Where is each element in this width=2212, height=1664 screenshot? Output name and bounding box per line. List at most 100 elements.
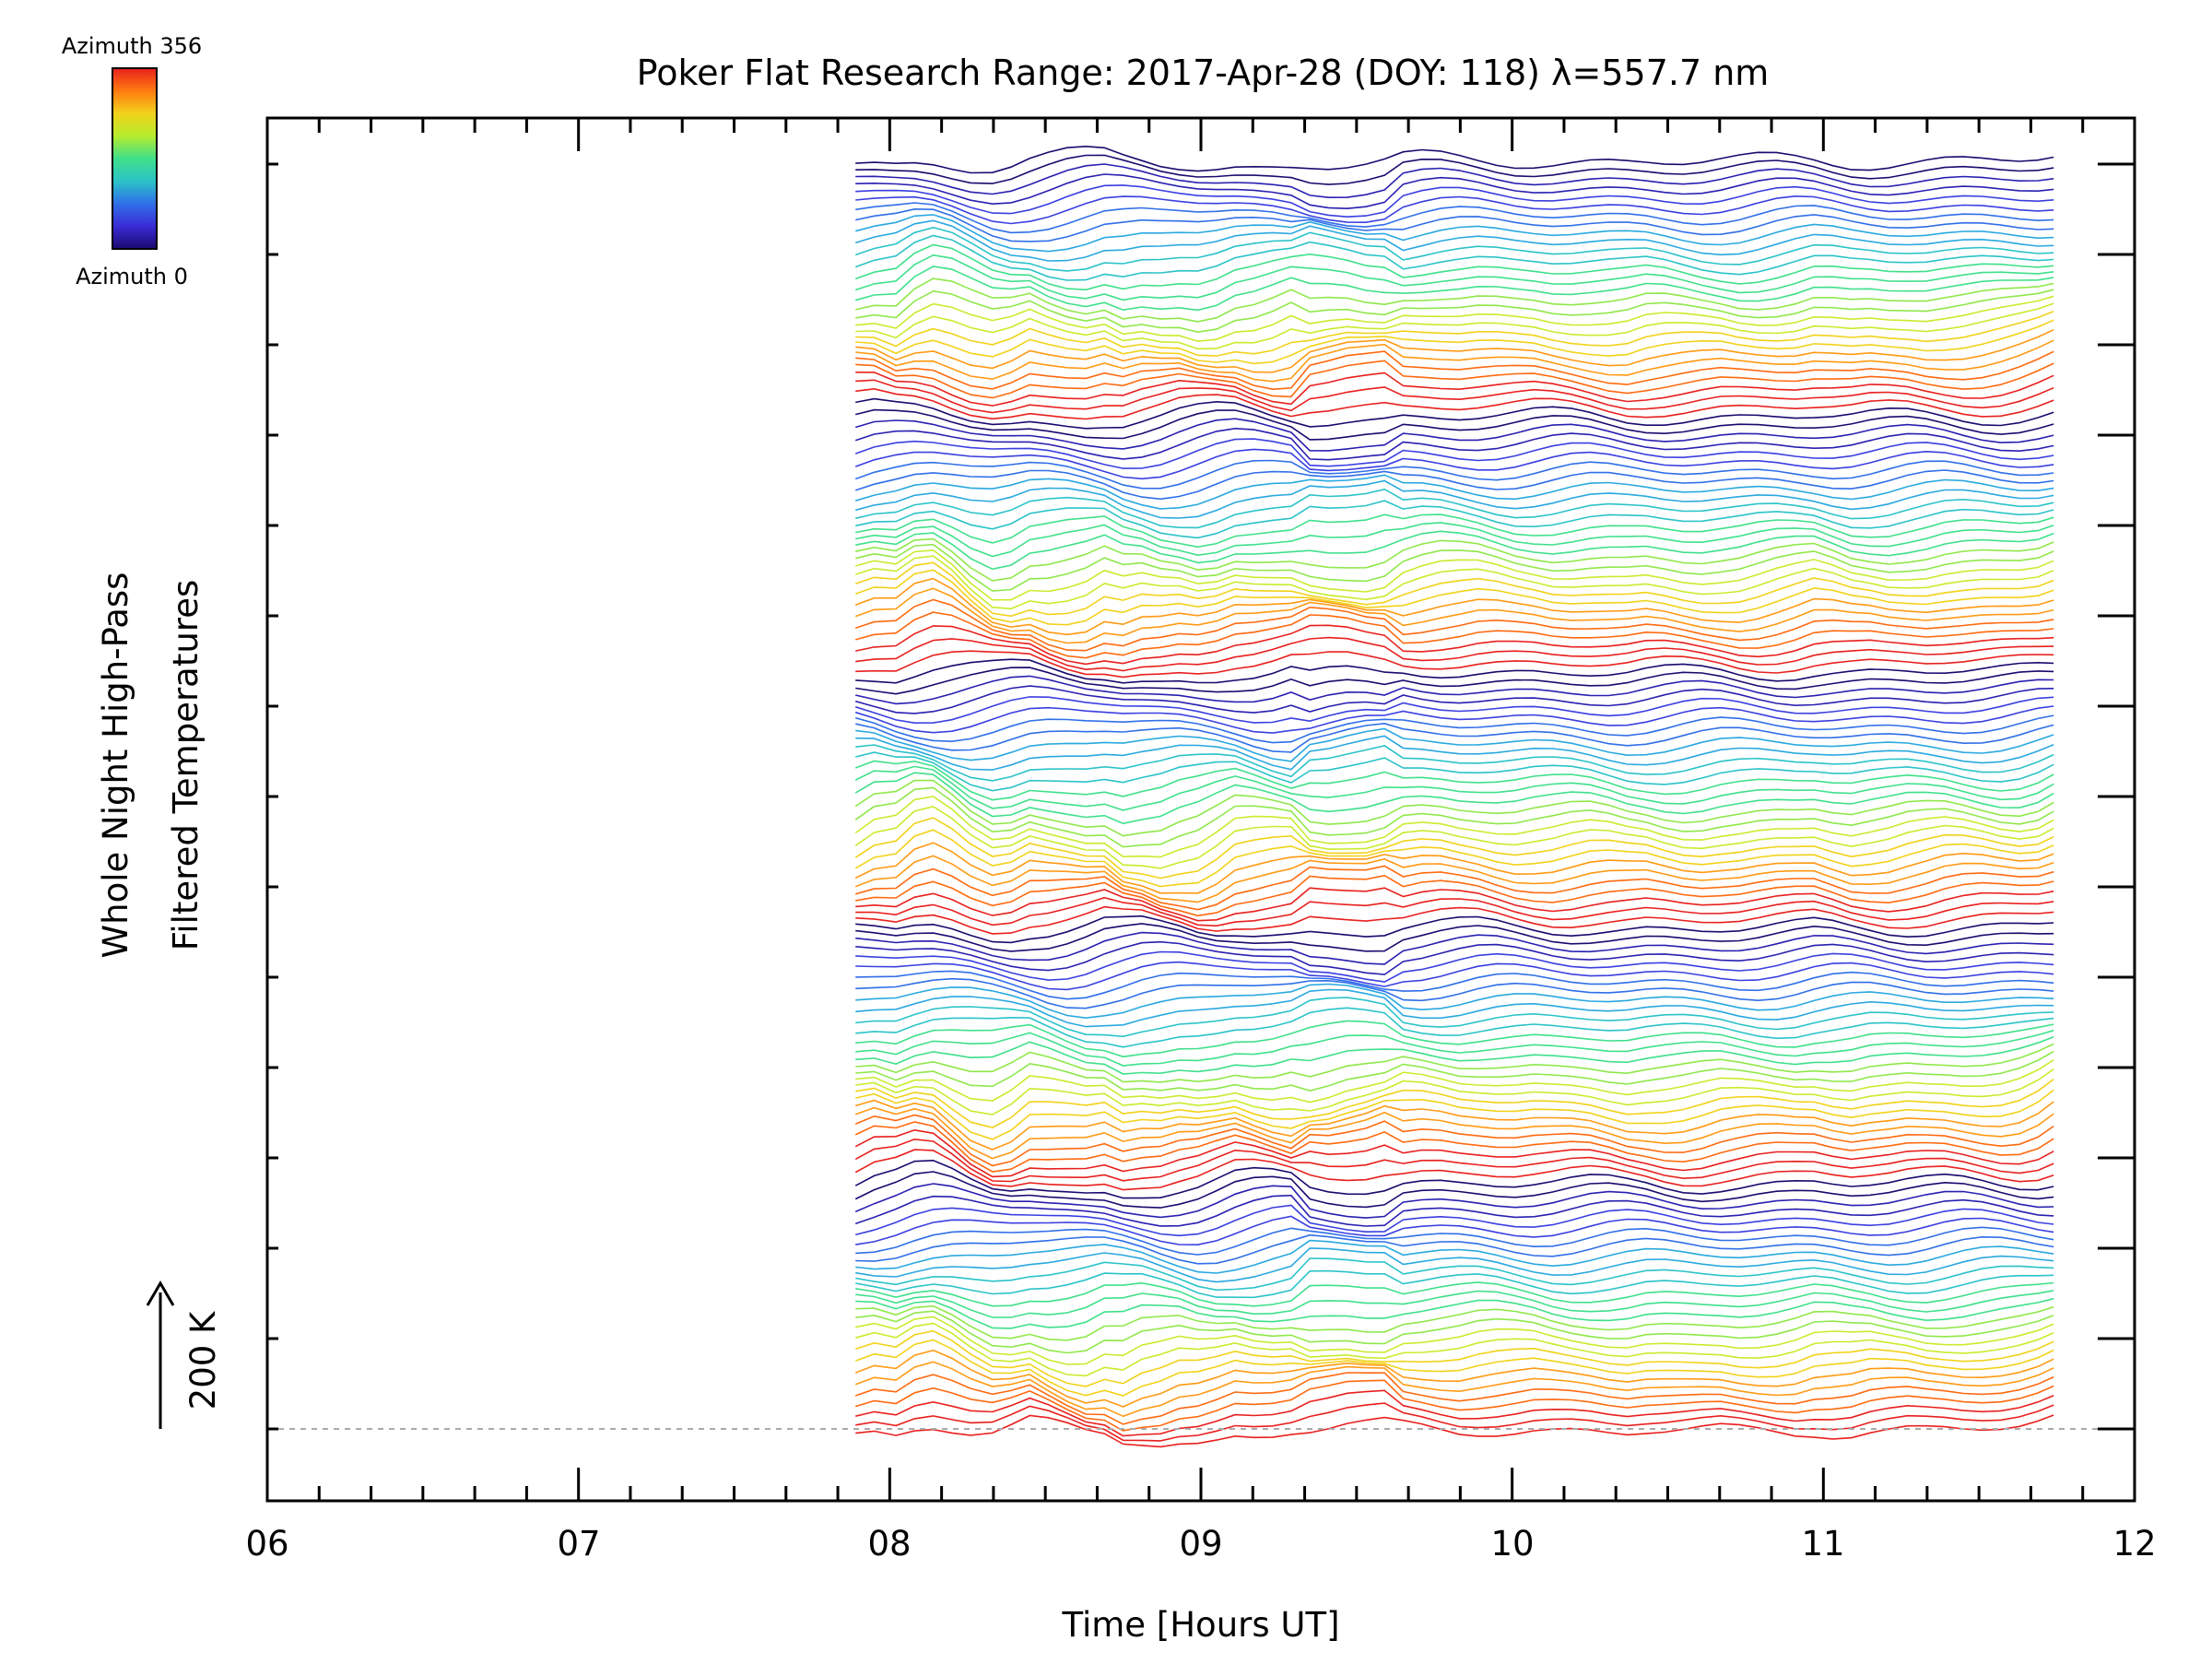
series-line — [854, 855, 2054, 903]
series-line — [854, 219, 2054, 262]
series-line — [854, 1361, 2054, 1418]
series-line — [854, 611, 2054, 659]
series-line — [855, 500, 2054, 539]
series-line — [855, 360, 2054, 399]
chart-title: Poker Flat Research Range: 2017-Apr-28 (… — [637, 53, 1770, 93]
series-line — [854, 479, 2054, 519]
series-line — [854, 587, 2054, 644]
series-line — [855, 1304, 2054, 1341]
series-line — [854, 1372, 2054, 1425]
series-line — [855, 387, 2054, 420]
series-line — [855, 1036, 2054, 1075]
series-line — [855, 887, 2054, 922]
series-line — [855, 202, 2054, 234]
series-line — [855, 1233, 2054, 1265]
series-line — [855, 1402, 2054, 1442]
colorbar-bottom-label: Azimuth 0 — [76, 264, 188, 289]
series-line — [855, 722, 2054, 753]
series-line — [855, 744, 2054, 782]
series-line — [854, 842, 2054, 894]
series-line — [855, 931, 2054, 965]
series-line — [855, 658, 2054, 684]
series-line — [854, 243, 2054, 291]
series-line — [855, 940, 2054, 975]
series-line — [855, 1257, 2054, 1292]
series-line — [854, 760, 2054, 801]
x-tick-label: 10 — [1490, 1524, 1534, 1564]
series-line — [854, 549, 2054, 601]
series-line — [854, 1149, 2054, 1191]
series-line — [854, 1171, 2054, 1209]
series-line — [854, 817, 2054, 879]
series-line — [854, 598, 2054, 652]
series-line — [855, 1215, 2054, 1246]
series-line — [854, 765, 2054, 811]
series-line — [855, 371, 2054, 407]
series-line — [855, 1078, 2054, 1128]
series-line — [854, 254, 2054, 301]
series-line — [855, 295, 2054, 342]
series-line — [855, 537, 2054, 582]
series-line — [855, 379, 2054, 414]
arrow-up-icon — [146, 1280, 175, 1306]
series-line — [855, 1297, 2054, 1329]
x-tick-label: 08 — [867, 1524, 911, 1564]
series-line — [855, 961, 2054, 991]
series-line — [854, 1114, 2054, 1167]
series-line — [855, 163, 2054, 199]
series-line — [855, 1316, 2054, 1365]
series-line — [855, 488, 2054, 529]
series-line — [855, 1050, 2054, 1092]
series-line — [855, 997, 2054, 1038]
series-line — [855, 1239, 2054, 1274]
series-line — [855, 977, 2054, 1009]
series-line — [854, 577, 2054, 636]
series-line — [854, 1128, 2054, 1178]
series-line — [855, 277, 2054, 323]
series-line — [854, 806, 2054, 869]
series-line — [855, 1204, 2054, 1237]
series-line — [854, 1099, 2054, 1151]
y-axis-title-line1: Whole Night High-Pass — [96, 572, 135, 959]
series-line — [855, 329, 2054, 373]
series-line — [855, 667, 2054, 695]
series-line — [855, 311, 2054, 357]
series-line — [854, 772, 2054, 825]
series-line — [854, 469, 2054, 501]
series-line — [855, 905, 2054, 935]
series-line — [855, 675, 2054, 705]
x-tick-label: 12 — [2112, 1524, 2156, 1564]
series-line — [854, 865, 2054, 911]
series-line — [854, 418, 2054, 452]
series-line — [854, 1194, 2054, 1227]
series-line — [854, 1329, 2054, 1387]
y-axis-title-line2: Filtered Temperatures — [166, 580, 206, 950]
series-line — [854, 1106, 2054, 1160]
series-line — [855, 1059, 2054, 1103]
series-line — [855, 207, 2054, 242]
series-line — [854, 561, 2054, 618]
x-tick-label: 11 — [1801, 1524, 1844, 1564]
series-lines — [854, 145, 2054, 1448]
series-line — [855, 983, 2054, 1020]
series-line — [855, 735, 2054, 771]
series-line — [854, 226, 2054, 272]
x-tick-labels: 06 07 08 09 10 11 12 — [245, 1524, 2156, 1564]
series-line — [855, 1414, 2054, 1448]
series-line — [855, 350, 2054, 391]
series-line — [854, 685, 2054, 714]
series-line — [855, 289, 2054, 334]
series-line — [855, 1007, 2054, 1048]
series-line — [854, 1183, 2054, 1219]
series-line — [854, 829, 2054, 888]
scale-label: 200 K — [183, 1310, 223, 1410]
x-tick-label: 07 — [557, 1524, 600, 1564]
series-line — [855, 154, 2054, 185]
series-line — [855, 543, 2054, 592]
series-line — [854, 1322, 2054, 1377]
series-line — [855, 1247, 2054, 1283]
series-line — [855, 727, 2054, 762]
series-line — [855, 530, 2054, 571]
series-line — [855, 1226, 2054, 1256]
series-line — [854, 696, 2054, 725]
